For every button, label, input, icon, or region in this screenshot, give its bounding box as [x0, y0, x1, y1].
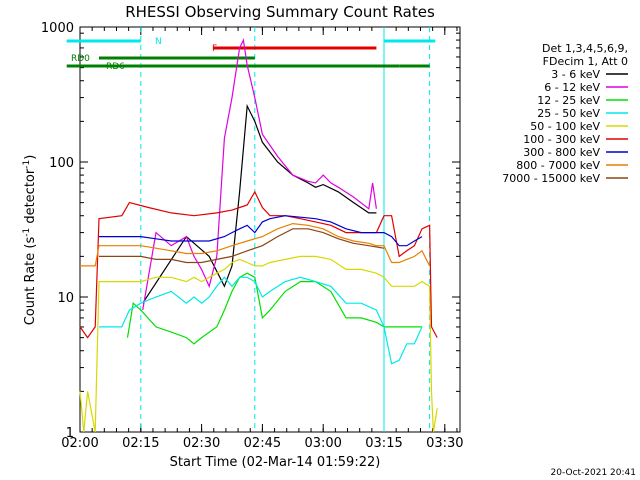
- series-line: [99, 276, 423, 365]
- flag-n-label: N: [155, 37, 162, 47]
- x-tick-label: 03:30: [426, 436, 463, 451]
- legend-entry: 6 - 12 keV: [544, 81, 600, 94]
- y-label-exp-2: -1: [22, 160, 32, 169]
- x-tick-label: 03:15: [365, 436, 402, 451]
- series-line: [99, 215, 423, 247]
- footer-date: 20-Oct-2021 20:41: [551, 468, 636, 478]
- legend-entry: 3 - 6 keV: [551, 68, 600, 81]
- x-axis-label: Start Time (02-Mar-14 01:59:22): [170, 455, 381, 470]
- y-tick-label: 1000: [41, 21, 74, 36]
- y-label-mid: detector: [23, 168, 38, 228]
- x-tick-label: 02:00: [61, 436, 98, 451]
- x-tick-label: 03:00: [304, 436, 341, 451]
- x-tick-label: 02:15: [122, 436, 159, 451]
- x-tick-label: 02:45: [244, 436, 281, 451]
- legend-entry: 50 - 100 keV: [530, 120, 600, 133]
- legend-entry: 300 - 800 keV: [523, 146, 600, 159]
- series-lines: [79, 38, 438, 433]
- x-tick-label: 02:30: [183, 436, 220, 451]
- legend-header-2: FDecim 1, Att 0: [543, 55, 628, 68]
- flag-rd6-label: RD6: [106, 62, 125, 72]
- chart-title: RHESSI Observing Summary Count Rates: [125, 3, 435, 21]
- legend-entry: 7000 - 15000 keV: [502, 172, 600, 185]
- y-axis: 1 10 100 1000: [41, 21, 460, 441]
- series-line: [142, 38, 377, 311]
- series-line: [142, 103, 377, 304]
- series-line: [126, 272, 422, 345]
- series-line: [79, 190, 438, 339]
- y-label-exp-1: -1: [22, 228, 32, 237]
- legend: Det 1,3,4,5,6,9, FDecim 1, Att 0 3 - 6 k…: [502, 42, 628, 185]
- flag-f-label: F: [212, 44, 217, 54]
- legend-entry: 100 - 300 keV: [523, 133, 600, 146]
- vertical-markers: [140, 27, 431, 432]
- legend-header-1: Det 1,3,4,5,6,9,: [542, 42, 628, 55]
- plot-frame: [79, 26, 461, 433]
- y-axis-label: Count Rate (s-1 detector-1): [22, 155, 38, 326]
- flag-rd0-label: RD0: [71, 54, 90, 64]
- series-line: [99, 228, 385, 264]
- legend-entry: 800 - 7000 keV: [516, 159, 600, 172]
- legend-entry: 25 - 50 keV: [537, 107, 600, 120]
- x-axis: 02:00 02:15 02:30 02:45 03:00 03:15 03:30: [61, 27, 464, 451]
- series-line: [80, 222, 431, 267]
- y-label-end: ): [23, 155, 38, 160]
- y-tick-label: 10: [57, 291, 74, 306]
- y-tick-label: 1: [66, 426, 74, 441]
- legend-entry: 12 - 25 keV: [537, 94, 600, 107]
- y-tick-label: 100: [49, 156, 74, 171]
- series-line: [79, 255, 438, 433]
- y-label-main: Count Rate (s: [23, 237, 38, 326]
- flag-bars: N F RD0 RD6: [66, 37, 436, 72]
